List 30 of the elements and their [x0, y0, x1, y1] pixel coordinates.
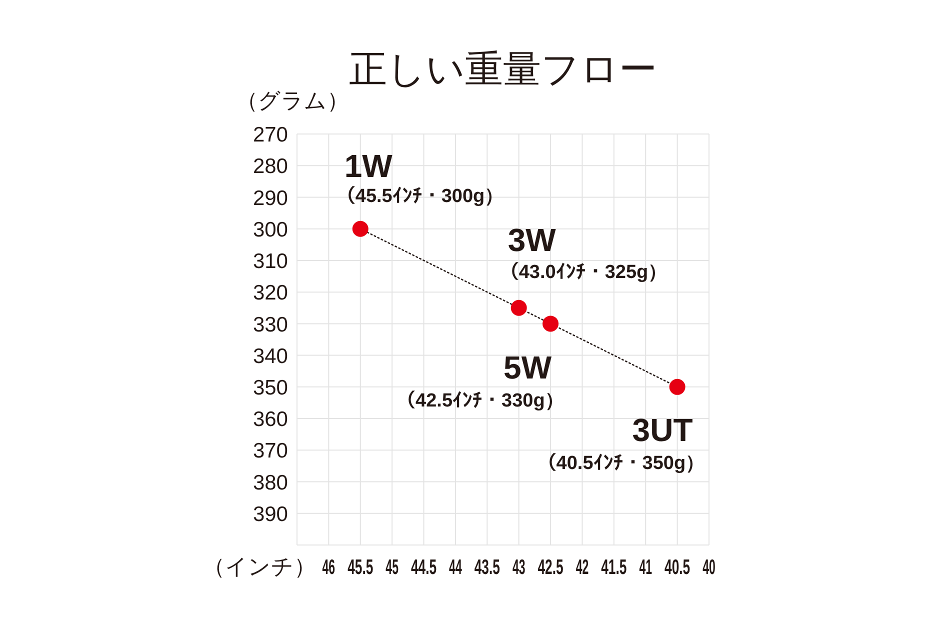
annotation: （40.5ｲﾝﾁ・350g） [537, 452, 705, 474]
y-tick-label: 280 [252, 155, 288, 178]
y-tick-label: 360 [252, 408, 288, 432]
y-tick-label: 290 [252, 186, 288, 210]
annotation: 1W [344, 148, 394, 184]
y-tick-label: 340 [252, 344, 288, 368]
y-tick-label: 330 [252, 313, 288, 336]
x-tick-label: 46 [322, 556, 346, 579]
y-tick-label: 320 [252, 282, 288, 305]
point [542, 316, 559, 332]
point [510, 300, 527, 316]
annotation: 3W [508, 222, 557, 258]
y-tick-label: 300 [252, 218, 288, 242]
annotation: 3UT [632, 412, 694, 448]
y-axis-title: （グラム） [236, 88, 349, 113]
y-tick-label: 310 [252, 250, 288, 274]
annotation: 5W [504, 350, 552, 386]
annotation: （42.5ｲﾝﾁ・330g） [396, 390, 564, 412]
x-tick-label: 41 [639, 556, 663, 579]
y-tick-label: 370 [252, 440, 288, 463]
y-tick-label: 270 [252, 124, 288, 147]
y-tick-label: 350 [252, 376, 288, 400]
chart-title: 正しい重量フロー [349, 49, 657, 91]
annotation: （43.0ｲﾝﾁ・325g） [500, 260, 668, 283]
y-tick-label: 390 [252, 502, 288, 526]
y-tick-label: 380 [252, 471, 288, 494]
point [669, 378, 686, 395]
annotation: （45.5ｲﾝﾁ・300g） [336, 184, 504, 207]
point [352, 220, 368, 237]
x-axis-title: （インチ） [203, 554, 316, 579]
